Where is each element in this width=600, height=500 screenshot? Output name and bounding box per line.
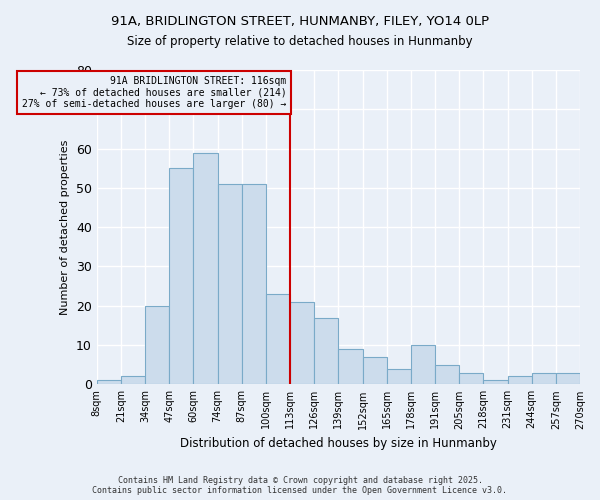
Bar [121,376,145,384]
Bar [387,368,411,384]
Bar [338,349,362,384]
Text: 91A, BRIDLINGTON STREET, HUNMANBY, FILEY, YO14 0LP: 91A, BRIDLINGTON STREET, HUNMANBY, FILEY… [111,15,489,28]
Text: 91A BRIDLINGTON STREET: 116sqm
← 73% of detached houses are smaller (214)
27% of: 91A BRIDLINGTON STREET: 116sqm ← 73% of … [22,76,286,109]
Y-axis label: Number of detached properties: Number of detached properties [61,140,70,315]
Bar [145,306,169,384]
Bar [508,376,532,384]
Bar [411,345,435,385]
Bar [242,184,266,384]
Bar [266,294,290,384]
Text: Size of property relative to detached houses in Hunmanby: Size of property relative to detached ho… [127,35,473,48]
Bar [290,302,314,384]
Bar [193,152,218,384]
Bar [362,357,387,384]
Bar [484,380,508,384]
X-axis label: Distribution of detached houses by size in Hunmanby: Distribution of detached houses by size … [180,437,497,450]
Bar [169,168,193,384]
Text: Contains HM Land Registry data © Crown copyright and database right 2025.
Contai: Contains HM Land Registry data © Crown c… [92,476,508,495]
Bar [459,372,484,384]
Bar [532,372,556,384]
Bar [314,318,338,384]
Bar [435,364,459,384]
Bar [97,380,121,384]
Bar [556,372,580,384]
Bar [218,184,242,384]
